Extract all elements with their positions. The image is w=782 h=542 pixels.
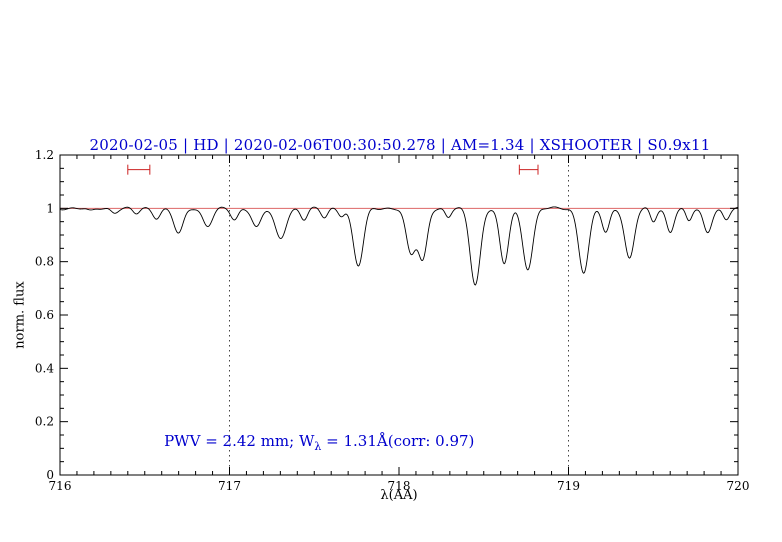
x-tick-label: 717 — [218, 479, 241, 493]
y-tick-label: 0.8 — [35, 255, 54, 269]
x-tick-label: 719 — [557, 479, 580, 493]
y-tick-label: 0.2 — [35, 415, 54, 429]
pwv-annotation-lambda-subscript: λ — [314, 440, 322, 453]
x-tick-label: 718 — [388, 479, 411, 493]
ew-markers — [127, 164, 539, 175]
y-axis-label: norm. flux — [12, 281, 28, 349]
y-axis-ticks: 0 0.2 0.4 0.6 0.8 1 1.2 — [35, 148, 738, 482]
plot-title: 2020-02-05 | HD | 2020-02-06T00:30:50.27… — [89, 136, 711, 154]
pwv-annotation: PWV = 2.42 mm; Wλ = 1.31Å(corr: 0.97) — [145, 414, 474, 471]
spectrum-line — [59, 206, 739, 286]
x-axis-label: λ(AA) — [380, 488, 418, 503]
x-axis-ticks: 716 717 718 719 720 — [49, 155, 750, 493]
x-tick-label: 716 — [49, 479, 72, 493]
x-tick-label: 720 — [727, 479, 750, 493]
dotted-vlines — [229, 155, 569, 475]
pwv-annotation-suffix: = 1.31Å(corr: 0.97) — [321, 432, 475, 450]
y-tick-label: 0 — [46, 468, 54, 482]
pwv-annotation-prefix: PWV = 2.42 mm; W — [164, 432, 315, 450]
y-tick-label: 0.6 — [35, 308, 54, 322]
y-tick-label: 1.2 — [35, 148, 54, 162]
y-tick-label: 0.4 — [35, 361, 54, 375]
y-tick-label: 1 — [46, 201, 54, 215]
